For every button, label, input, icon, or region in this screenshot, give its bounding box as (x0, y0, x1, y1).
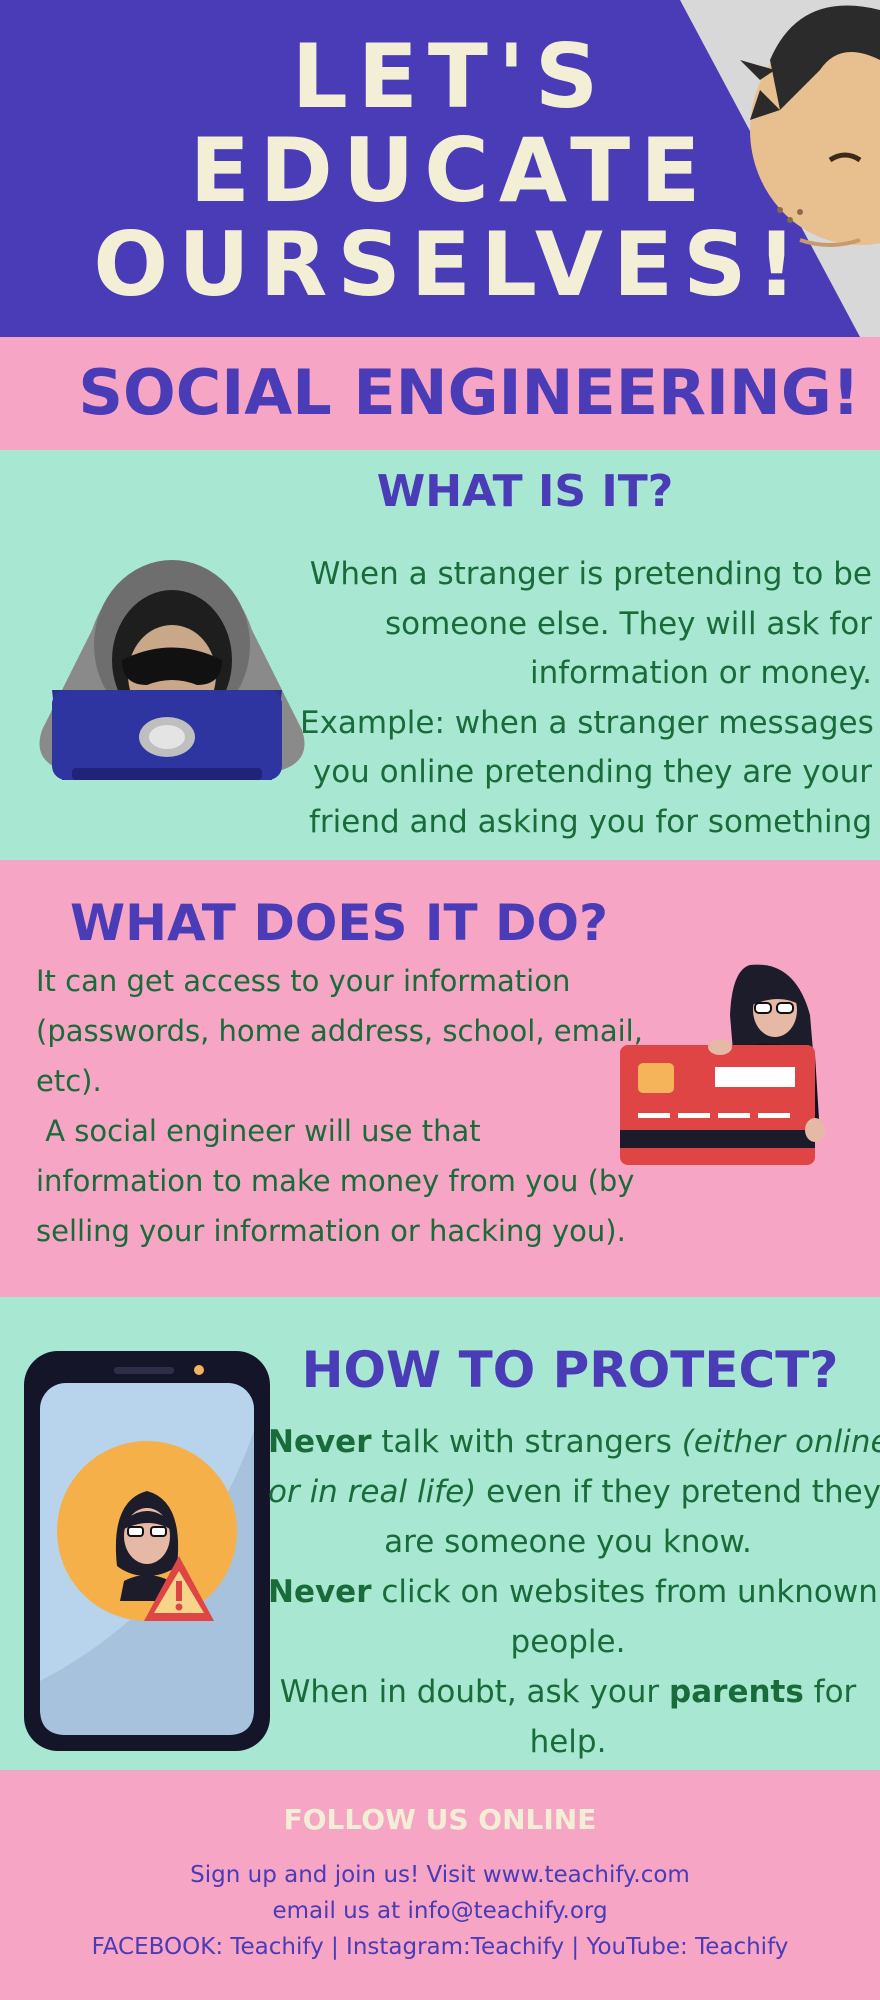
text-line: are someone you know. (384, 1524, 752, 1560)
text-line: (passwords, home address, school, email, (36, 1014, 643, 1048)
text-line: etc). (36, 1064, 102, 1098)
cartoon-boy-face-icon (680, 0, 880, 337)
what-does-it-do-text: It can get access to your information (p… (36, 956, 676, 1256)
text-span: talk with strangers (371, 1424, 682, 1460)
emphasis-never: Never (268, 1574, 372, 1610)
emphasis-never: Never (268, 1424, 372, 1460)
topic-title: SOCIAL ENGINEERING! (78, 356, 860, 429)
credit-card-thief-icon (620, 964, 825, 1165)
footer-signup-link[interactable]: Sign up and join us! Visit www.teachify.… (190, 1862, 690, 1888)
text-span: click on websites from unknown (371, 1574, 878, 1610)
text-line: help. (529, 1724, 607, 1760)
hooded-hacker-icon (39, 560, 305, 780)
topic-banner: SOCIAL ENGINEERING! (0, 337, 880, 450)
text-line: A social engineer will use that (36, 1114, 481, 1148)
phone-warning-icon (24, 1351, 270, 1751)
what-is-it-text: When a stranger is pretending to be some… (300, 550, 874, 847)
footer-heading: FOLLOW US ONLINE (283, 1803, 597, 1836)
text-span: for (803, 1674, 857, 1710)
title-line-1: LET'S (291, 25, 609, 128)
text-line: you online pretending they are your (312, 754, 872, 790)
text-span: even if they pretend they (476, 1474, 880, 1510)
section-how-to-protect: HOW TO PROTECT? Never talk with stranger… (0, 1297, 880, 1770)
what-does-it-do-heading: WHAT DOES IT DO? (70, 894, 609, 952)
header: LET'S EDUCATE OURSELVES! (0, 0, 880, 337)
footer-email-link[interactable]: email us at info@teachify.org (272, 1898, 608, 1924)
section-what-does-it-do: WHAT DOES IT DO? It can get access to yo… (0, 860, 880, 1297)
text-line: information or money. (530, 655, 872, 691)
text-line: Never talk with strangers (either online (268, 1417, 880, 1467)
italic-span: (either online (681, 1424, 880, 1460)
text-line: Example: when a stranger messages (300, 704, 874, 741)
footer-social-links[interactable]: FACEBOOK: Teachify | Instagram:Teachify … (91, 1934, 789, 1960)
text-line: someone else. They will ask for (384, 605, 872, 642)
how-to-protect-heading: HOW TO PROTECT? (301, 1341, 839, 1399)
text-line: information to make money from you (by (36, 1164, 635, 1198)
how-to-protect-text: Never talk with strangers (either online… (268, 1417, 880, 1767)
text-line: people. (510, 1624, 626, 1660)
title-line-2: EDUCATE (189, 119, 711, 222)
what-is-it-heading: WHAT IS IT? (376, 466, 674, 517)
text-line: Never click on websites from unknown (268, 1567, 878, 1617)
section-what-is-it: WHAT IS IT? When a stranger is pretendin… (0, 450, 880, 860)
title-line-3: OURSELVES! (93, 213, 807, 316)
text-line: or in real life) even if they pretend th… (268, 1467, 880, 1517)
emphasis-parents: parents (669, 1674, 804, 1710)
italic-span: or in real life) (268, 1474, 477, 1510)
text-line: When a stranger is pretending to be (309, 556, 872, 592)
main-title: LET'S EDUCATE OURSELVES! (80, 30, 820, 312)
text-line: friend and asking you for something (308, 803, 872, 840)
text-span: When in doubt, ask your (279, 1674, 670, 1710)
text-line: selling your information or hacking you)… (36, 1214, 626, 1248)
text-line: It can get access to your information (36, 964, 571, 998)
footer: FOLLOW US ONLINE Sign up and join us! Vi… (0, 1770, 880, 2000)
text-line: When in doubt, ask your parents for (268, 1667, 868, 1717)
